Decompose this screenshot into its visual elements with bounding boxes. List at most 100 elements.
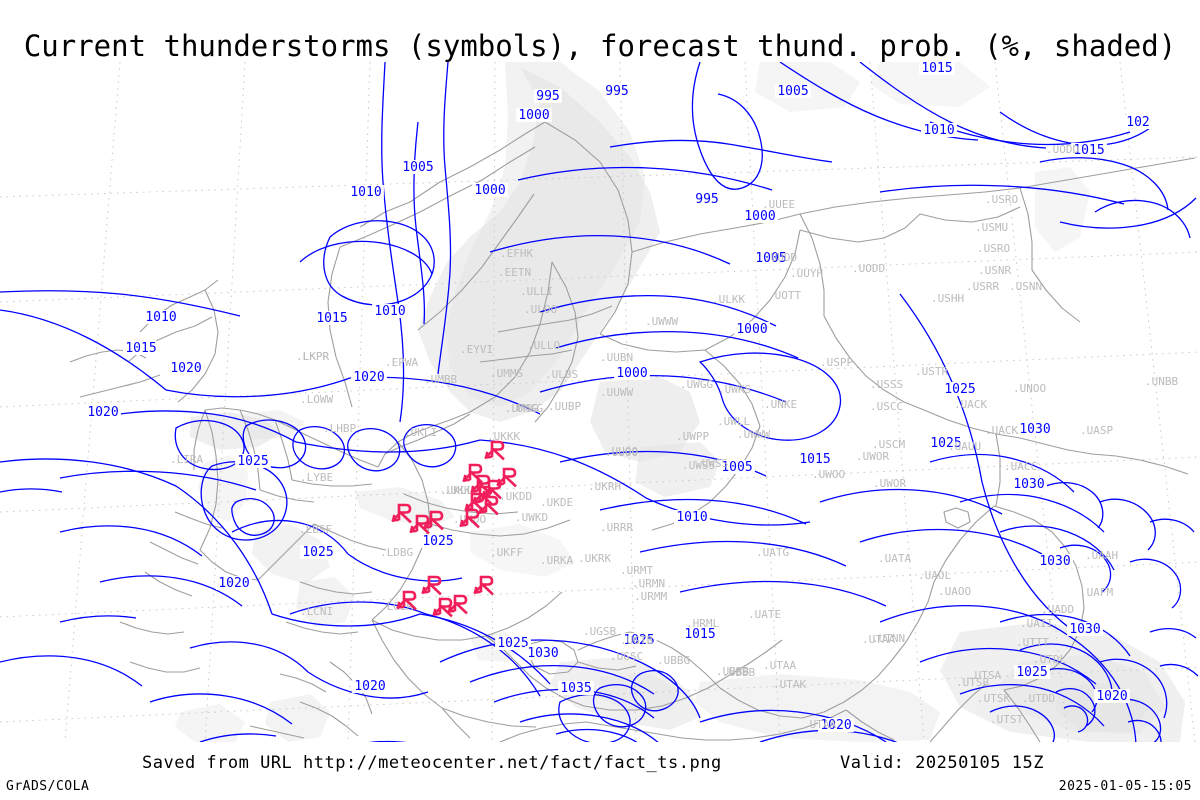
isobar-label-mask (621, 633, 657, 647)
station-label: .UTSA (968, 669, 1001, 682)
isobar-label-mask (516, 108, 552, 122)
isobar-label: 1025 (1016, 665, 1047, 680)
producer-label: GrADS/COLA (6, 779, 90, 794)
isobar-label-mask (921, 123, 957, 137)
isobar-label-mask (352, 679, 388, 693)
isobar-label: 1000 (736, 322, 767, 337)
isobar-label-mask (314, 311, 350, 325)
isobar-label-mask (143, 310, 179, 324)
station-label: .UWSS (682, 459, 715, 472)
station-label: .UWKS (718, 383, 751, 396)
station-label: .UKRH (588, 480, 621, 493)
station-label: .USRO (985, 193, 1018, 206)
isobar-label: 1025 (623, 633, 654, 648)
isobar-label-mask (1124, 115, 1152, 129)
station-label: .USCC (870, 400, 903, 413)
station-label: .UTSB (956, 676, 989, 689)
isobar-label: 1020 (170, 361, 201, 376)
station-label: .UBBG (657, 654, 690, 667)
station-label: .UWOR (873, 477, 906, 490)
isobar-label-mask (919, 62, 955, 75)
isobar-label-mask (235, 454, 271, 468)
station-label: .UWLL (717, 415, 750, 428)
station-label: .UKDE (540, 496, 573, 509)
isobar-label: 1015 (316, 311, 347, 326)
isobar-label-mask (1017, 422, 1053, 436)
isobar-label-mask (123, 341, 159, 355)
isobar-label: 1000 (616, 366, 647, 381)
station-label: .UKKK (444, 484, 477, 497)
station-label: .UUBN (600, 351, 633, 364)
isobar-label-mask (168, 361, 204, 375)
station-label: .URMM (634, 590, 667, 603)
isobar-label-mask (558, 681, 594, 695)
station-label: .USRO (977, 242, 1010, 255)
station-label: .UODD (1046, 143, 1079, 156)
isobar-label-mask (719, 460, 755, 474)
isobar-label-mask (472, 183, 508, 197)
isobar-label: 1015 (799, 452, 830, 467)
station-label: .UNBB (1145, 375, 1178, 388)
isobar-label: 1010 (923, 123, 954, 138)
station-label: .UKDD (499, 490, 532, 503)
station-label: .UAOL (918, 569, 951, 582)
isobar-label: 102 (1126, 115, 1149, 130)
isobar-label: 1025 (497, 636, 528, 651)
isobar-label-mask (300, 545, 336, 559)
coastlines-layer (69, 121, 1196, 742)
station-label: .LYBE (300, 471, 333, 484)
station-label: .UUBP (548, 400, 581, 413)
station-label: .UADD (1041, 603, 1074, 616)
isobar-label: 1010 (145, 310, 176, 325)
station-label: .ULKK (712, 293, 745, 306)
isobar-label: 1020 (820, 718, 851, 733)
station-label: .UUEE (762, 198, 795, 211)
station-label: .UKLL (440, 484, 473, 497)
station-label: .USCM (872, 438, 905, 451)
isobar-label: 1030 (1019, 422, 1050, 437)
isobar-label: 1015 (125, 341, 156, 356)
station-label: .UAOO (938, 585, 971, 598)
station-label: .UNKE (764, 398, 797, 411)
station-label: .UTDL (1033, 653, 1066, 666)
isobar-label-mask (1014, 665, 1050, 679)
isobar-label-mask (753, 251, 789, 265)
station-label: .USMU (975, 221, 1008, 234)
isobar-label: 1000 (518, 108, 549, 123)
weather-map[interactable]: 995 995 1000 1005 1010 1015 102 1005 1010 1000 995… (0, 62, 1200, 742)
page-title: Current thunderstorms (symbols), forecas… (23, 29, 1177, 63)
station-label: .UUYH (790, 267, 823, 280)
station-label: .UAUU (948, 440, 981, 453)
station-label: .UATA (878, 552, 911, 565)
isobar-label-mask (1071, 143, 1107, 157)
isobar-label-mask (734, 322, 770, 336)
station-label: .UACK (954, 398, 987, 411)
station-label: .UTAA (763, 659, 796, 672)
station-label: .UTAK (773, 678, 806, 691)
isobar-label-mask (797, 452, 833, 466)
isobar-label: 995 (605, 84, 628, 99)
isobar-label: 1035 (560, 681, 591, 696)
station-label: .UKLI (404, 426, 437, 439)
station-label: .UBBB (716, 665, 749, 678)
station-label: .UUOO (605, 446, 638, 459)
station-label: .EPWA (385, 356, 418, 369)
isobar-label-mask (216, 576, 252, 590)
station-label: .LHBP (323, 422, 356, 435)
station-label: .UGSC (610, 650, 643, 663)
station-label: .UTDD (1022, 692, 1055, 705)
isobar-label-mask (1011, 477, 1047, 491)
station-label: .UWOR (856, 450, 889, 463)
station-label: .UWSS (695, 457, 728, 470)
station-label: .UWGG (680, 378, 713, 391)
isobar-label: 1020 (87, 405, 118, 420)
station-label: .UWPP (676, 430, 709, 443)
isobar-label: 1005 (402, 160, 433, 175)
saved-from-url-label: Saved from URL http://meteocenter.net/fa… (142, 753, 722, 773)
isobar-label-mask (351, 370, 387, 384)
isobar-label: 1020 (1096, 689, 1127, 704)
isobar-label: 1025 (237, 454, 268, 469)
station-labels: .EFHK .EETN .ULOO .ULLI .ULKK .UOTT .UWWW .USHH… (170, 143, 1178, 731)
station-label: .EFHK (500, 247, 533, 260)
station-label: .HRML (686, 617, 719, 630)
